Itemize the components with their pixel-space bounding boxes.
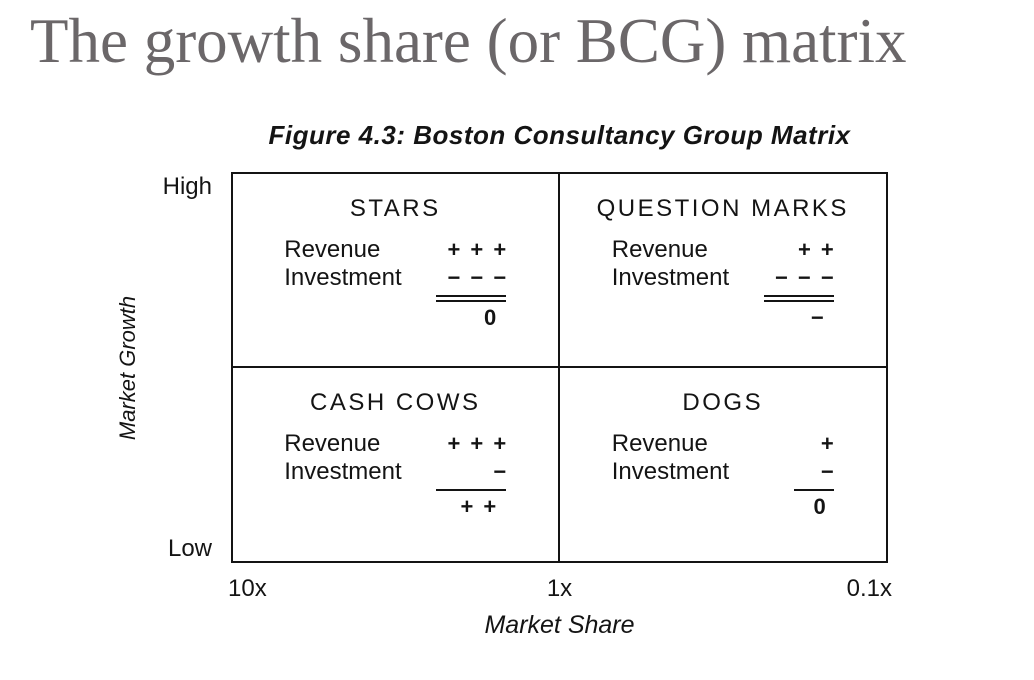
investment-row: Investment − <box>284 458 506 486</box>
revenue-value: + <box>820 430 834 456</box>
net-value: 0 <box>484 305 497 330</box>
x-tick-0-1x: 0.1x <box>846 575 892 602</box>
quadrant-title-stars: STARS <box>349 195 441 222</box>
investment-label: Investment <box>611 457 730 485</box>
quadrant-table: Revenue + + + Investment − − − 0 <box>284 236 507 331</box>
slide-title: The growth share (or BCG) matrix <box>30 6 907 76</box>
investment-row: Investment − − − <box>612 264 834 292</box>
sum-rule <box>436 488 507 491</box>
investment-value: − <box>493 458 507 484</box>
revenue-label: Revenue <box>611 429 708 457</box>
revenue-value: + + + <box>447 430 507 456</box>
investment-label: Investment <box>284 457 402 485</box>
y-axis-high-label: High <box>162 173 212 200</box>
net-value: 0 <box>813 493 826 519</box>
quadrant-title-question-marks: QUESTION MARKS <box>596 195 849 222</box>
revenue-label: Revenue <box>284 236 381 263</box>
investment-row: Investment − − − <box>284 264 506 292</box>
net-value: − <box>810 305 824 330</box>
x-tick-1x: 1x <box>546 575 573 602</box>
quadrant-table: Revenue + Investment − 0 <box>612 430 834 520</box>
quadrant-dogs: DOGS Revenue + Investment − 0 <box>560 368 887 562</box>
quadrant-table: Revenue + + + Investment − + + <box>284 430 507 520</box>
x-axis-title: Market Share <box>484 611 635 639</box>
sum-rule <box>436 295 507 302</box>
quadrant-title-cash-cows: CASH COWS <box>309 388 481 416</box>
investment-value: − − − <box>774 265 834 290</box>
revenue-row: Revenue + + <box>612 236 834 264</box>
y-axis-low-label: Low <box>167 535 212 562</box>
quadrant-stars: STARS Revenue + + + Investment − − − 0 <box>233 174 560 368</box>
investment-label: Investment <box>611 264 730 291</box>
revenue-value: + + <box>797 237 834 262</box>
revenue-label: Revenue <box>611 236 708 263</box>
revenue-row: Revenue + + + <box>284 236 506 264</box>
quadrant-question-marks: QUESTION MARKS Revenue + + Investment − … <box>559 174 886 368</box>
investment-row: Investment − <box>612 458 834 486</box>
figure-caption: Figure 4.3: Boston Consultancy Group Mat… <box>268 120 851 150</box>
revenue-label: Revenue <box>284 429 381 457</box>
sum-rule <box>763 295 834 302</box>
quadrant-title-dogs: DOGS <box>682 388 764 416</box>
matrix-grid: STARS Revenue + + + Investment − − − 0 Q… <box>231 172 888 563</box>
investment-value: − − − <box>447 265 507 290</box>
y-axis-title: Market Growth <box>115 295 140 441</box>
sum-rule <box>793 488 834 491</box>
investment-value: − <box>820 458 834 484</box>
revenue-value: + + + <box>447 237 507 262</box>
investment-label: Investment <box>284 264 402 291</box>
quadrant-cash-cows: CASH COWS Revenue + + + Investment − + + <box>233 367 560 561</box>
revenue-row: Revenue + <box>612 430 834 458</box>
x-tick-10x: 10x <box>228 575 267 602</box>
revenue-row: Revenue + + + <box>284 430 506 458</box>
quadrant-table: Revenue + + Investment − − − − <box>612 236 834 331</box>
net-value: + + <box>460 493 497 519</box>
